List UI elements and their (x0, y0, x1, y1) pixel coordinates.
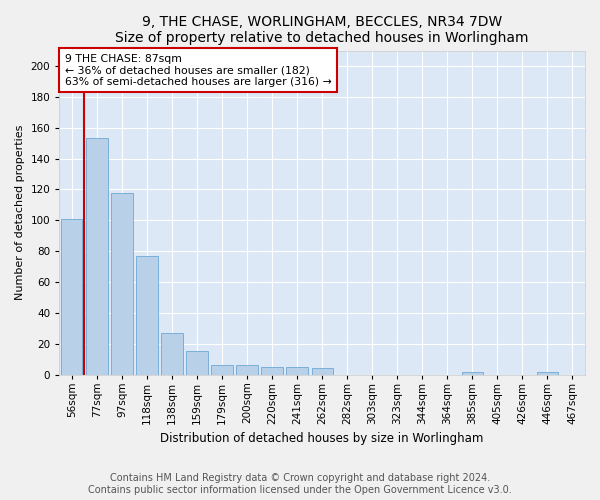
Bar (86, 138, 107, 374)
X-axis label: Distribution of detached houses by size in Worlingham: Distribution of detached houses by size … (160, 432, 484, 445)
Bar (537, 372, 558, 374)
Y-axis label: Number of detached properties: Number of detached properties (15, 125, 25, 300)
Bar (111, 192, 133, 374)
Bar (187, 352, 208, 374)
Bar (286, 367, 308, 374)
Bar (462, 372, 483, 374)
Bar (211, 366, 233, 374)
Bar (161, 333, 182, 374)
Bar (61, 218, 82, 374)
Bar (136, 256, 158, 374)
Text: 9 THE CHASE: 87sqm
← 36% of detached houses are smaller (182)
63% of semi-detach: 9 THE CHASE: 87sqm ← 36% of detached hou… (65, 54, 331, 87)
Text: Contains HM Land Registry data © Crown copyright and database right 2024.
Contai: Contains HM Land Registry data © Crown c… (88, 474, 512, 495)
Bar (236, 366, 258, 374)
Bar (262, 367, 283, 374)
Title: 9, THE CHASE, WORLINGHAM, BECCLES, NR34 7DW
Size of property relative to detache: 9, THE CHASE, WORLINGHAM, BECCLES, NR34 … (115, 15, 529, 45)
Bar (311, 368, 333, 374)
